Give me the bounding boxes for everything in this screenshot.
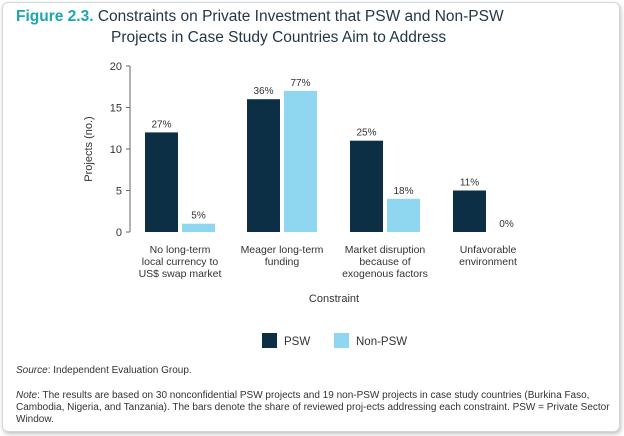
x-tick-label: No long-term: [150, 244, 211, 256]
y-axis-label: Projects (no.): [83, 116, 95, 181]
legend-swatch-psw: [262, 333, 277, 348]
bar-labels: 27% 36% 25% 11% 5% 77% 18% 0%: [151, 78, 513, 230]
x-tick-label: Meager long-term: [241, 244, 324, 256]
bar-data-label: 0%: [499, 219, 514, 230]
x-tick-label: exogenous factors: [342, 268, 428, 280]
legend: PSW Non-PSW: [262, 333, 407, 348]
x-tick-label: Market disruption: [345, 244, 426, 256]
y-tick-label: 10: [110, 144, 122, 156]
bar-psw: [350, 140, 383, 232]
bar-data-label: 5%: [191, 211, 206, 222]
x-tick-label: Unfavorable: [460, 244, 517, 256]
figure-title-line2: Projects in Case Study Countries Aim to …: [111, 29, 447, 46]
bar-psw: [145, 132, 178, 232]
x-tick-label: local currency to: [142, 256, 219, 268]
note-text: : The results are based on 30 nonconfide…: [16, 390, 610, 425]
source-label: Source: [16, 365, 48, 376]
x-tick-label: because of: [359, 256, 410, 268]
legend-label-non-psw: Non-PSW: [356, 336, 407, 348]
bar-data-label: 27%: [151, 119, 171, 130]
y-axis: 0 5 10 15 20 Projects (no.): [83, 61, 131, 239]
y-tick-label: 20: [110, 61, 122, 73]
bar-data-label: 18%: [393, 186, 413, 197]
y-tick-label: 15: [110, 103, 122, 115]
legend-swatch-non-psw: [334, 333, 349, 348]
note-label: Note: [16, 390, 38, 401]
bar-non-psw: [387, 198, 420, 232]
bar-non-psw: [284, 90, 317, 233]
bar-data-label: 36%: [253, 86, 273, 97]
x-tick-label: US$ swap market: [139, 268, 222, 280]
bar-data-label: 25%: [356, 128, 376, 139]
x-tick-label: environment: [459, 256, 517, 268]
x-tick-label: funding: [265, 256, 300, 268]
bars: [145, 90, 486, 233]
bar-data-label: 77%: [290, 78, 310, 89]
y-tick-label: 5: [116, 186, 122, 198]
note: Note: The results are based on 30 noncon…: [16, 390, 612, 426]
x-axis-label: Constraint: [309, 293, 359, 305]
bar-non-psw: [182, 223, 215, 232]
legend-label-psw: PSW: [284, 336, 310, 348]
bar-psw: [247, 99, 280, 232]
figure-title: Figure 2.3. Constraints on Private Inves…: [16, 6, 612, 48]
bar-data-label: 11%: [460, 178, 479, 189]
source-text: : Independent Evaluation Group.: [47, 365, 192, 376]
bar-psw: [453, 190, 486, 232]
figure-label: Figure 2.3.: [16, 8, 94, 25]
figure-title-line1: Constraints on Private Investment that P…: [97, 8, 504, 25]
y-tick-label: 0: [116, 227, 122, 239]
source-note: Source: Independent Evaluation Group.: [16, 365, 612, 377]
